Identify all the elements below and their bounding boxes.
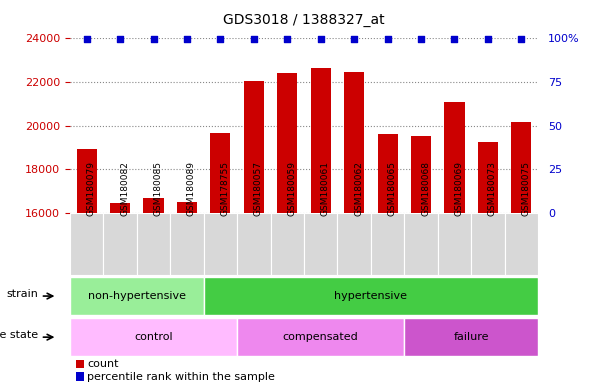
Bar [177,202,197,384]
Bar [404,213,438,275]
Point [483,36,493,42]
Point [81,36,91,42]
Point [449,36,460,42]
Text: GSM180085: GSM180085 [153,161,162,216]
Text: failure: failure [454,332,489,342]
Text: hypertensive: hypertensive [334,291,407,301]
Bar [304,213,337,275]
Bar [371,213,404,275]
Bar [237,318,404,356]
Text: GSM180065: GSM180065 [388,161,396,216]
Bar [344,72,364,384]
Text: GSM180079: GSM180079 [86,161,95,216]
Bar [311,68,331,384]
Point [517,36,527,42]
Text: GSM180075: GSM180075 [521,161,530,216]
Bar [210,133,230,384]
Bar [438,213,471,275]
Bar [511,122,531,384]
Text: GSM178755: GSM178755 [220,161,229,216]
Bar [237,213,271,275]
Bar [244,81,264,384]
Text: GSM180082: GSM180082 [120,161,129,216]
Bar [471,213,505,275]
Point [349,36,359,42]
Text: non-hypertensive: non-hypertensive [88,291,186,301]
Bar [204,213,237,275]
Bar [70,213,103,275]
Text: percentile rank within the sample: percentile rank within the sample [88,372,275,382]
Bar [378,134,398,384]
Bar [77,149,97,384]
Text: compensated: compensated [283,332,359,342]
Text: GSM180068: GSM180068 [421,161,430,216]
Text: GSM180061: GSM180061 [321,161,330,216]
Text: GSM180062: GSM180062 [354,161,363,216]
Text: count: count [88,359,119,369]
Bar [143,198,164,384]
Bar [505,213,538,275]
Bar [337,213,371,275]
Bar [103,213,137,275]
Bar [137,213,170,275]
Point [316,36,326,42]
Bar [271,213,304,275]
Point [148,36,158,42]
Point [383,36,393,42]
Bar [478,142,498,384]
Point [115,36,125,42]
Bar [204,277,538,315]
Bar [170,213,204,275]
Bar [76,359,84,368]
Bar [277,73,297,384]
Text: control: control [134,332,173,342]
Text: disease state: disease state [0,330,38,340]
Text: GDS3018 / 1388327_at: GDS3018 / 1388327_at [223,13,385,27]
Point [249,36,259,42]
Text: GSM180073: GSM180073 [488,161,497,216]
Point [215,36,225,42]
Bar [444,102,465,384]
Text: GSM180057: GSM180057 [254,161,263,216]
Text: GSM180069: GSM180069 [454,161,463,216]
Bar [70,318,237,356]
Text: GSM180089: GSM180089 [187,161,196,216]
Text: strain: strain [7,289,38,299]
Bar [70,277,204,315]
Point [182,36,192,42]
Point [416,36,426,42]
Bar [76,372,84,381]
Text: GSM180059: GSM180059 [287,161,296,216]
Bar [404,318,538,356]
Point [282,36,292,42]
Bar [110,203,130,384]
Bar [411,136,431,384]
